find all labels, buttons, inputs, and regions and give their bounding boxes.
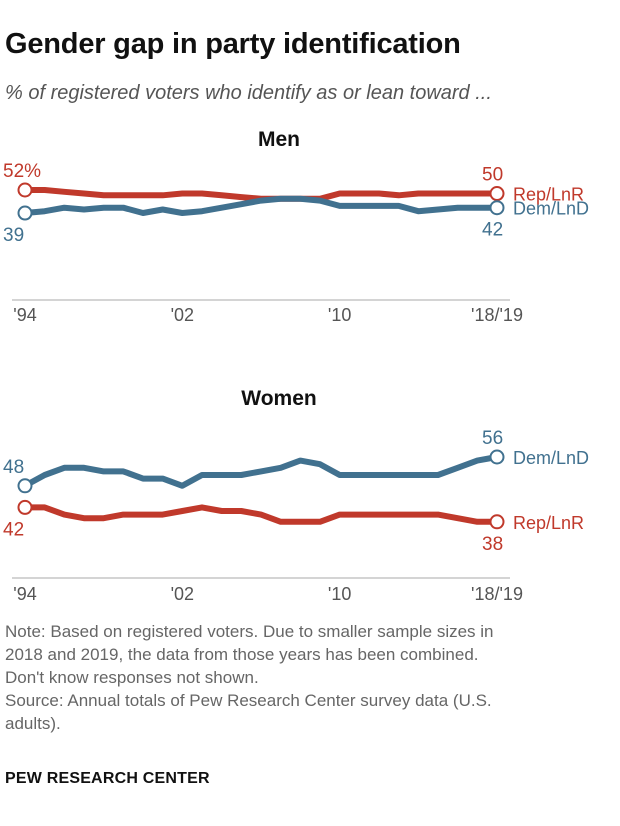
end-value-label: 42 xyxy=(482,220,503,241)
chart-subtitle: % of registered voters who identify as o… xyxy=(5,82,492,104)
brand-logo-text: PEW RESEARCH CENTER xyxy=(5,770,210,787)
start-point-dem xyxy=(17,205,33,221)
end-value-label: 56 xyxy=(482,428,503,449)
series-label-dem: Dem/LnD xyxy=(513,199,589,219)
end-point-rep xyxy=(489,514,505,530)
note-line: 2018 and 2019, the data from those years… xyxy=(5,645,479,664)
end-point-dem xyxy=(489,449,505,465)
x-tick-label: '02 xyxy=(171,305,194,325)
end-value-label: 50 xyxy=(482,165,503,186)
note-line: Note: Based on registered voters. Due to… xyxy=(5,622,494,641)
series-line-rep xyxy=(22,187,500,202)
start-point-dem xyxy=(17,478,33,494)
start-value-label: 52% xyxy=(3,161,41,182)
end-value-label: 38 xyxy=(482,534,503,555)
x-tick-label: '10 xyxy=(328,305,351,325)
start-value-label: 39 xyxy=(3,225,24,246)
x-tick-label: '10 xyxy=(328,584,351,604)
end-point-dem xyxy=(489,200,505,216)
start-point-rep xyxy=(17,499,33,515)
x-tick-label: '94 xyxy=(13,584,36,604)
series-line-dem xyxy=(22,195,500,216)
start-value-label: 48 xyxy=(3,457,24,478)
chart-note: Note: Based on registered voters. Due to… xyxy=(5,620,610,735)
x-tick-label: '18/'19 xyxy=(471,305,523,325)
panel-title: Men xyxy=(258,128,300,151)
series-label-rep: Rep/LnR xyxy=(513,513,584,533)
source-line: Source: Annual totals of Pew Research Ce… xyxy=(5,691,492,710)
series-label-rep: Rep/LnR xyxy=(513,185,584,205)
panel-title: Women xyxy=(241,387,316,410)
end-point-rep xyxy=(489,186,505,202)
x-tick-label: '02 xyxy=(171,584,194,604)
chart-title: Gender gap in party identification xyxy=(5,28,461,60)
series-line-rep xyxy=(22,504,500,525)
note-line: Don't know responses not shown. xyxy=(5,668,259,687)
x-tick-label: '94 xyxy=(13,305,36,325)
start-value-label: 42 xyxy=(3,519,24,540)
source-line: adults). xyxy=(5,714,61,733)
series-line-dem xyxy=(22,454,500,489)
start-point-rep xyxy=(17,182,33,198)
series-label-dem: Dem/LnD xyxy=(513,448,589,468)
x-tick-label: '18/'19 xyxy=(471,584,523,604)
